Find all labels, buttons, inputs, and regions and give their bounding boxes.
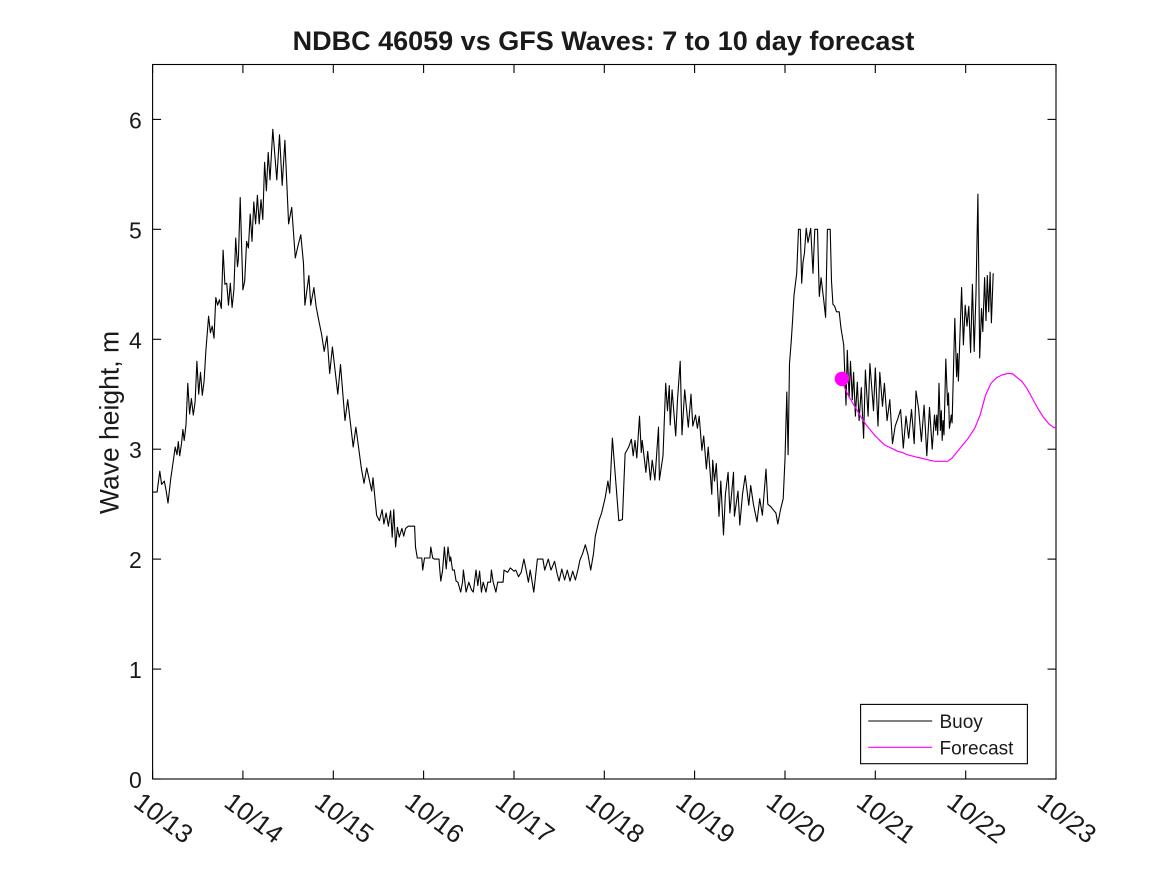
- svg-text:Forecast: Forecast: [940, 738, 1015, 759]
- svg-text:Buoy: Buoy: [940, 712, 984, 733]
- svg-text:1: 1: [129, 657, 142, 683]
- svg-text:4: 4: [129, 327, 142, 353]
- svg-text:5: 5: [129, 217, 142, 243]
- svg-text:3: 3: [129, 437, 142, 463]
- svg-text:2: 2: [129, 547, 142, 573]
- svg-text:Wave height, m: Wave height, m: [95, 331, 125, 514]
- svg-text:6: 6: [129, 107, 142, 133]
- svg-text:0: 0: [129, 767, 142, 793]
- svg-text:NDBC 46059 vs GFS Waves: 7 to: NDBC 46059 vs GFS Waves: 7 to 10 day for…: [293, 26, 915, 56]
